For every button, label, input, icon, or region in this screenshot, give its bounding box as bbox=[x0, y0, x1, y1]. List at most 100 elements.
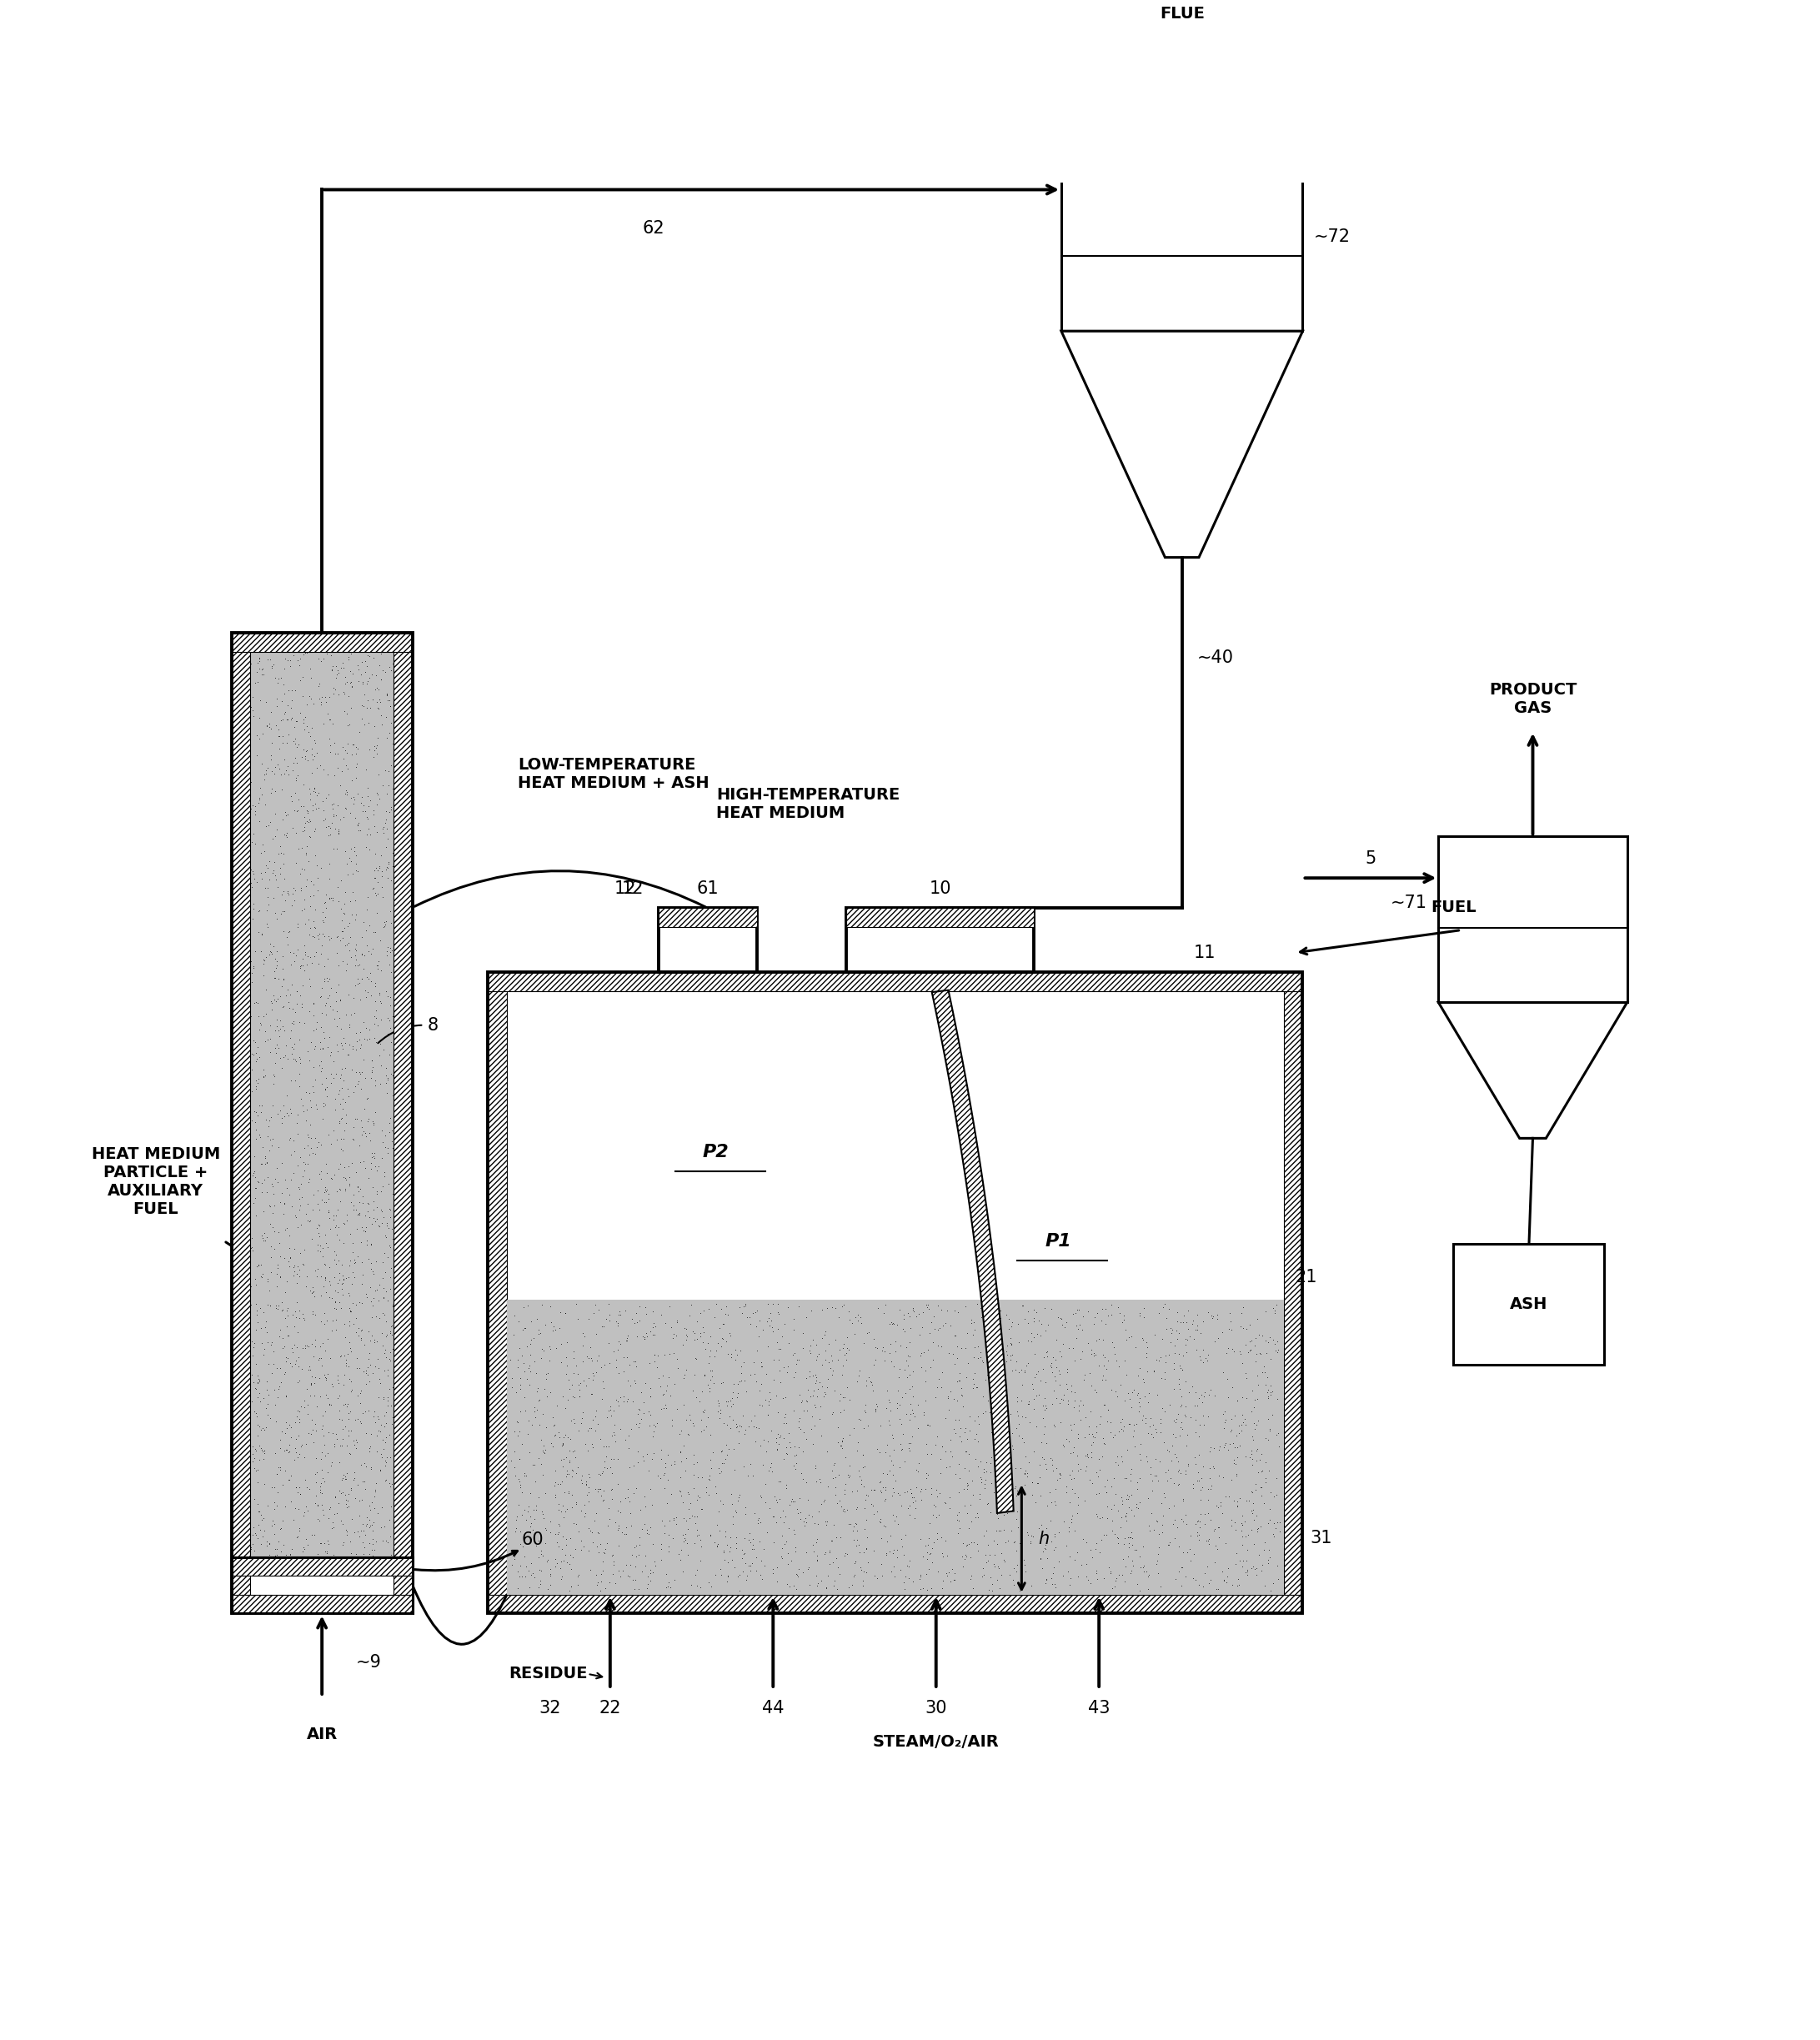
Point bbox=[739, 1357, 768, 1389]
Point bbox=[1061, 1322, 1090, 1355]
Point bbox=[371, 1051, 400, 1083]
Point bbox=[1170, 1561, 1199, 1593]
Point bbox=[320, 1244, 349, 1277]
Text: 21: 21 bbox=[1296, 1269, 1318, 1285]
Point bbox=[353, 665, 382, 698]
Point bbox=[359, 798, 388, 830]
Point bbox=[308, 687, 337, 720]
Point bbox=[577, 1428, 606, 1461]
Point bbox=[810, 1483, 839, 1516]
Point bbox=[297, 732, 326, 765]
Point bbox=[895, 1497, 925, 1530]
Point bbox=[941, 1557, 970, 1589]
Point bbox=[246, 1430, 275, 1463]
Point bbox=[943, 1503, 972, 1536]
Point bbox=[1150, 1357, 1179, 1389]
Point bbox=[342, 1200, 371, 1232]
Point bbox=[360, 734, 389, 767]
Point bbox=[306, 683, 335, 716]
Point bbox=[639, 1295, 668, 1328]
Point bbox=[271, 1412, 300, 1444]
Point bbox=[997, 1418, 1026, 1450]
Point bbox=[286, 1208, 315, 1240]
Point bbox=[737, 1532, 766, 1565]
Point bbox=[377, 1026, 406, 1059]
Point bbox=[950, 1542, 979, 1575]
Point bbox=[586, 1575, 615, 1608]
Point bbox=[1181, 1446, 1210, 1479]
Point bbox=[990, 1544, 1019, 1577]
Point bbox=[1123, 1534, 1152, 1567]
Point bbox=[280, 1344, 309, 1377]
Point bbox=[779, 1450, 808, 1483]
Point bbox=[883, 1534, 912, 1567]
Point bbox=[844, 1536, 874, 1569]
Point bbox=[300, 726, 329, 759]
Point bbox=[346, 1583, 375, 1616]
Point bbox=[1003, 1495, 1032, 1528]
Point bbox=[986, 1302, 1016, 1334]
Point bbox=[257, 726, 286, 759]
Point bbox=[322, 1175, 351, 1208]
Point bbox=[266, 1261, 295, 1293]
Point bbox=[832, 1332, 861, 1365]
Point bbox=[238, 887, 268, 920]
Point bbox=[573, 1414, 602, 1446]
Point bbox=[229, 940, 258, 973]
Point bbox=[544, 1516, 573, 1548]
Point bbox=[351, 1518, 380, 1550]
Point bbox=[377, 1232, 406, 1265]
Point bbox=[1254, 1493, 1283, 1526]
Point bbox=[360, 1063, 389, 1095]
Point bbox=[786, 1414, 815, 1446]
Point bbox=[1039, 1518, 1068, 1550]
Point bbox=[335, 667, 364, 700]
Point bbox=[684, 1518, 713, 1550]
Point bbox=[329, 1340, 359, 1373]
Point bbox=[273, 645, 302, 677]
Point bbox=[340, 1246, 369, 1279]
Point bbox=[1158, 1314, 1187, 1346]
Point bbox=[1247, 1510, 1276, 1542]
Point bbox=[895, 1397, 925, 1430]
Point bbox=[380, 1014, 410, 1047]
Point bbox=[269, 796, 298, 828]
Point bbox=[233, 1528, 262, 1561]
Point bbox=[342, 630, 371, 663]
Point bbox=[262, 1098, 291, 1130]
Point bbox=[228, 1159, 257, 1191]
Point bbox=[282, 1316, 311, 1348]
Point bbox=[231, 1332, 260, 1365]
Point bbox=[322, 1010, 351, 1042]
Point bbox=[832, 1536, 861, 1569]
Point bbox=[228, 891, 257, 924]
Point bbox=[872, 1526, 901, 1559]
Point bbox=[1017, 1520, 1046, 1552]
Point bbox=[797, 1293, 826, 1326]
Point bbox=[650, 1338, 679, 1371]
Point bbox=[1170, 1455, 1199, 1487]
Point bbox=[231, 1383, 260, 1416]
Point bbox=[521, 1561, 550, 1593]
Point bbox=[355, 639, 384, 671]
Point bbox=[271, 920, 300, 953]
Point bbox=[943, 1499, 972, 1532]
Point bbox=[1167, 1501, 1196, 1534]
Point bbox=[380, 1375, 410, 1408]
Point bbox=[344, 814, 373, 847]
Point bbox=[271, 979, 300, 1012]
Point bbox=[1063, 1536, 1092, 1569]
Point bbox=[879, 1503, 908, 1536]
Point bbox=[351, 1214, 380, 1246]
Point bbox=[508, 1314, 537, 1346]
Point bbox=[739, 1410, 768, 1442]
Point bbox=[695, 1375, 724, 1408]
Point bbox=[1088, 1363, 1117, 1395]
Point bbox=[912, 1365, 941, 1397]
Point bbox=[976, 1446, 1005, 1479]
Point bbox=[1232, 1381, 1261, 1414]
Point bbox=[1125, 1395, 1154, 1428]
Point bbox=[872, 1473, 901, 1506]
Point bbox=[804, 1463, 834, 1495]
Point bbox=[255, 806, 284, 838]
